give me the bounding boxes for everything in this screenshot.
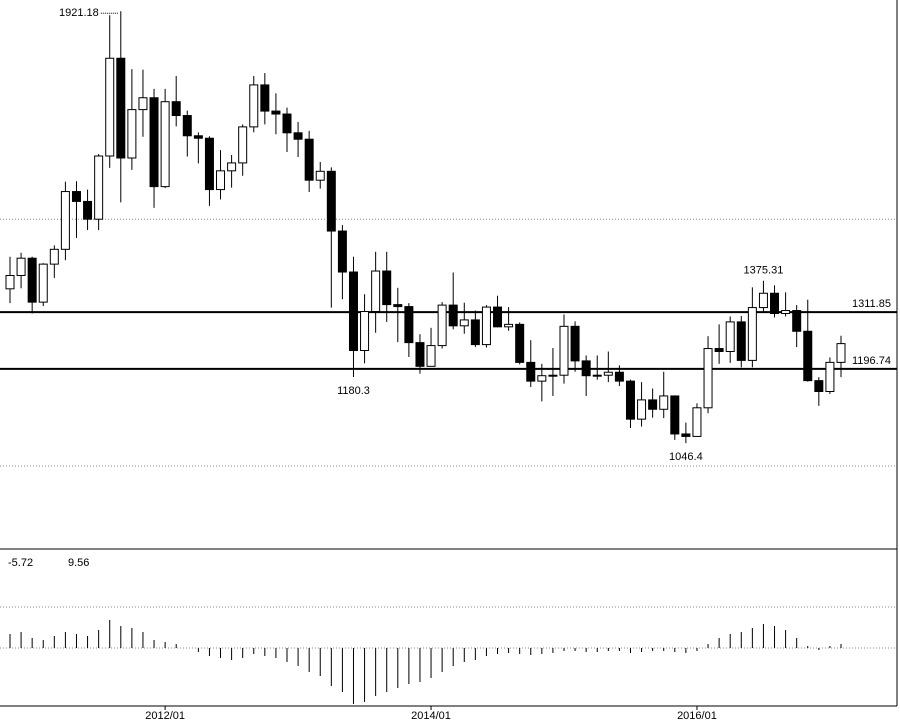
candle-body [659,395,669,410]
candle-body [570,325,580,362]
candle-body [127,109,137,159]
x-tick-label: 2014/01 [411,710,451,722]
candle-body [5,274,15,290]
candle-body [770,292,780,314]
annotation: 1046.4 [669,451,703,463]
candle-body [27,257,37,303]
candle-body [227,162,237,172]
candle-body [814,380,824,392]
candle-body [515,323,525,363]
candle-body [105,57,115,157]
candle-body [603,371,613,376]
candle-body [38,263,48,303]
x-tick-label: 2012/01 [145,710,185,722]
candle-body [437,304,447,347]
candle-body [83,200,93,220]
level-label: 1311.85 [852,298,891,310]
candle-body [747,307,757,361]
candle-body [337,230,347,273]
candle-body [670,395,680,435]
candle-body [681,433,691,437]
candle-body [282,113,292,134]
annotation: 1375.31 [744,265,784,277]
candle-body [260,84,270,112]
candle-body [293,132,303,140]
macd-label: -5.72 [8,557,33,569]
candle-body [459,319,469,327]
candle-body [537,375,547,382]
candle-body [426,345,436,367]
candle-body [781,310,791,314]
annotation: 1180.3 [337,385,370,397]
candle-body [614,371,624,382]
candle-body [71,191,81,202]
candle-body [493,306,503,328]
candle-body [393,304,403,308]
candle-body [138,97,148,111]
candle-body [836,343,846,363]
candle-body [216,170,226,191]
candle-body [825,361,835,392]
candle-body [725,321,735,353]
candle-body [448,304,458,327]
x-tick-label: 2016/01 [677,710,717,722]
candle-body [182,115,192,137]
candle-body [736,321,746,361]
candle-body [193,135,203,139]
candle-body [637,399,647,420]
candle-body [304,138,314,181]
candle-body [348,271,358,352]
candle-body [581,360,591,377]
candle-body [94,155,104,220]
candle-body [758,292,768,309]
candle-body [481,306,491,346]
candle-body [60,191,70,250]
candle-body [326,170,336,232]
candle-body [16,257,26,276]
candle-body [714,348,724,353]
candle-body [404,306,414,344]
candle-body [470,319,480,346]
candle-body [548,374,558,377]
candle-body [625,380,635,420]
candle-body [238,126,248,164]
candle-body [171,101,181,117]
candle-body [703,348,713,409]
level-label: 1196.74 [852,355,891,367]
candle-body [204,137,214,191]
annotation: 1921.18 [59,7,99,19]
candle-body [504,323,514,328]
candle-body [160,101,170,188]
candle-body [559,325,569,376]
macd-label: 9.56 [68,557,89,569]
candle-body [271,110,281,115]
candle-body [315,170,325,181]
candle-body [803,330,813,382]
candle-body [382,270,392,306]
candle-body [371,270,381,313]
candle-body [149,97,159,188]
candle-body [415,342,425,367]
candle-body [249,84,259,128]
candle-body [792,310,802,332]
candle-body [116,57,126,159]
candle-body [592,374,602,377]
candle-body [692,407,702,437]
candle-body [360,311,370,352]
candle-body [648,399,658,410]
candle-body [49,248,59,265]
candle-body [526,361,536,382]
